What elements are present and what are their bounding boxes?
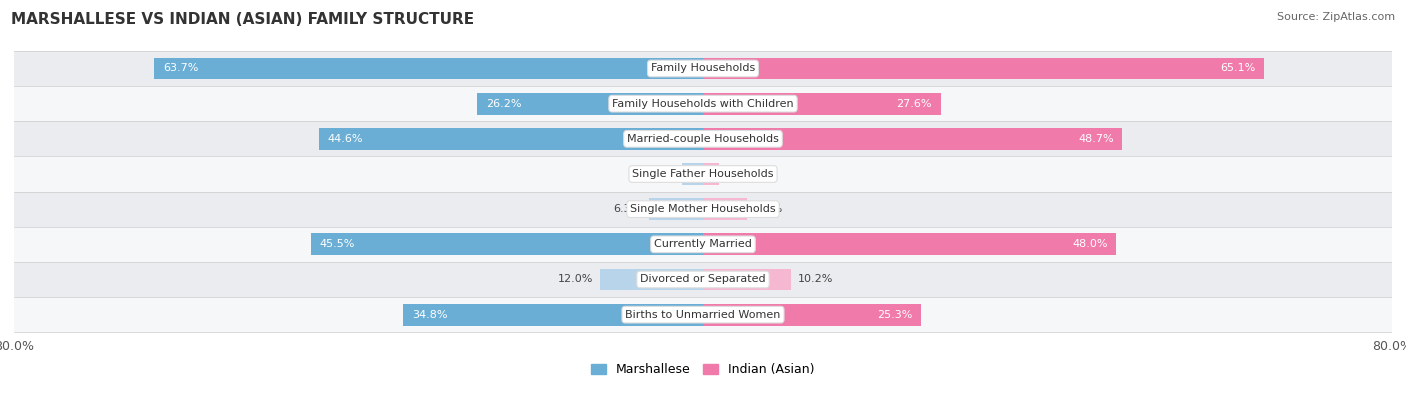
Bar xyxy=(14,156,1392,192)
Bar xyxy=(703,198,747,220)
Text: 2.4%: 2.4% xyxy=(647,169,675,179)
Text: Births to Unmarried Women: Births to Unmarried Women xyxy=(626,310,780,320)
Bar xyxy=(703,304,921,325)
Text: Currently Married: Currently Married xyxy=(654,239,752,249)
Text: 25.3%: 25.3% xyxy=(877,310,912,320)
Text: Married-couple Households: Married-couple Households xyxy=(627,134,779,144)
Bar xyxy=(155,58,703,79)
Text: Single Mother Households: Single Mother Households xyxy=(630,204,776,214)
Bar xyxy=(478,93,703,115)
Bar xyxy=(14,297,1392,332)
Bar xyxy=(14,51,1392,86)
Text: Single Father Households: Single Father Households xyxy=(633,169,773,179)
Text: Family Households: Family Households xyxy=(651,64,755,73)
Text: MARSHALLESE VS INDIAN (ASIAN) FAMILY STRUCTURE: MARSHALLESE VS INDIAN (ASIAN) FAMILY STR… xyxy=(11,12,474,27)
Bar xyxy=(14,192,1392,227)
Text: 1.9%: 1.9% xyxy=(727,169,755,179)
Bar xyxy=(14,227,1392,262)
Bar xyxy=(14,86,1392,121)
Text: 5.1%: 5.1% xyxy=(754,204,782,214)
Text: Family Households with Children: Family Households with Children xyxy=(612,99,794,109)
Text: 27.6%: 27.6% xyxy=(897,99,932,109)
Bar xyxy=(703,163,720,185)
Text: 10.2%: 10.2% xyxy=(797,275,834,284)
Bar xyxy=(703,128,1122,150)
Bar xyxy=(599,269,703,290)
Text: 48.0%: 48.0% xyxy=(1073,239,1108,249)
Bar xyxy=(14,262,1392,297)
Text: 44.6%: 44.6% xyxy=(328,134,363,144)
Text: 65.1%: 65.1% xyxy=(1220,64,1256,73)
Text: 6.3%: 6.3% xyxy=(613,204,643,214)
Text: 63.7%: 63.7% xyxy=(163,64,198,73)
Bar xyxy=(682,163,703,185)
Bar xyxy=(404,304,703,325)
Text: 12.0%: 12.0% xyxy=(557,275,593,284)
Bar xyxy=(703,93,941,115)
Text: 45.5%: 45.5% xyxy=(319,239,356,249)
Text: 48.7%: 48.7% xyxy=(1078,134,1114,144)
Bar xyxy=(311,233,703,255)
Text: Source: ZipAtlas.com: Source: ZipAtlas.com xyxy=(1277,12,1395,22)
Bar xyxy=(648,198,703,220)
Text: 26.2%: 26.2% xyxy=(486,99,522,109)
Bar xyxy=(703,233,1116,255)
Bar xyxy=(14,121,1392,156)
Bar xyxy=(703,269,790,290)
Bar xyxy=(703,58,1264,79)
Legend: Marshallese, Indian (Asian): Marshallese, Indian (Asian) xyxy=(586,358,820,382)
Text: 34.8%: 34.8% xyxy=(412,310,447,320)
Text: Divorced or Separated: Divorced or Separated xyxy=(640,275,766,284)
Bar xyxy=(319,128,703,150)
